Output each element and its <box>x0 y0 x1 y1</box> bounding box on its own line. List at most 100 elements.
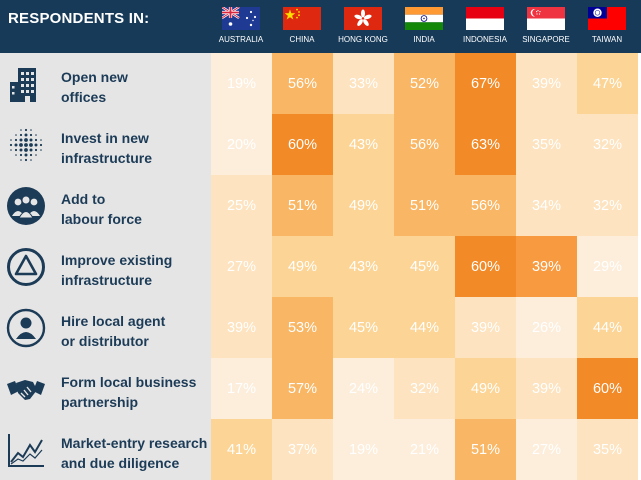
heatmap-cell: 49% <box>455 358 516 419</box>
heatmap-cell: 63% <box>455 114 516 175</box>
heatmap-cell: 39% <box>211 297 272 358</box>
taiwan-flag-icon <box>588 7 626 30</box>
row-label-line: or distributor <box>61 333 149 349</box>
country-label: INDIA <box>413 35 435 44</box>
row-label-line: infrastructure <box>61 150 153 166</box>
heatmap-cell: 19% <box>333 419 394 480</box>
heatmap-cell: 56% <box>455 175 516 236</box>
country-column-header: INDIA <box>394 0 454 53</box>
country-label: CHINA <box>289 35 315 44</box>
heatmap-cell: 32% <box>577 175 638 236</box>
heatmap-cell: 26% <box>516 297 577 358</box>
country-label: SINGAPORE <box>522 35 570 44</box>
heatmap-cell: 27% <box>516 419 577 480</box>
row-label-text: Hire local agent or distributor <box>61 311 209 351</box>
country-column-header: TAIWAN <box>577 0 637 53</box>
country-column-header: AUSTRALIA <box>211 0 271 53</box>
line-chart-icon <box>6 430 46 470</box>
heatmap-cell: 39% <box>455 297 516 358</box>
heatmap-cell: 67% <box>455 53 516 114</box>
heatmap-cell: 39% <box>516 358 577 419</box>
row-label-line: Improve existing <box>61 252 173 268</box>
hong-kong-flag-icon <box>344 7 382 30</box>
heatmap-cell: 33% <box>333 53 394 114</box>
row-label-line: Market-entry research <box>61 435 208 451</box>
row-label-text: Open new offices <box>61 67 209 107</box>
handshake-icon <box>6 369 46 409</box>
heatmap-cell: 47% <box>577 53 638 114</box>
row-label: Market-entry research and due diligence <box>0 419 211 479</box>
row-label-line: labour force <box>61 211 142 227</box>
heatmap-cell: 51% <box>272 175 333 236</box>
country-label: INDONESIA <box>462 35 507 44</box>
heatmap-cell: 52% <box>394 53 455 114</box>
heatmap-cell: 25% <box>211 175 272 236</box>
row-label-text: Add to labour force <box>61 189 209 229</box>
china-flag-icon <box>283 7 321 30</box>
heatmap-cell: 60% <box>455 236 516 297</box>
heatmap-cell: 35% <box>516 114 577 175</box>
heatmap-cell: 19% <box>211 53 272 114</box>
heatmap-cell: 17% <box>211 358 272 419</box>
row-label-line: and due diligence <box>61 455 180 471</box>
row-label-line: infrastructure <box>61 272 153 288</box>
heatmap-cell: 44% <box>577 297 638 358</box>
heatmap-cell: 39% <box>516 236 577 297</box>
heatmap-cell: 57% <box>272 358 333 419</box>
heatmap-cell: 43% <box>333 114 394 175</box>
row-label-text: Improve existing infrastructure <box>61 250 209 290</box>
row-label-line: Open new <box>61 69 128 85</box>
heatmap-cell: 51% <box>455 419 516 480</box>
person-icon <box>6 308 46 348</box>
row-label-line: partnership <box>61 394 139 410</box>
singapore-flag-icon <box>527 7 565 30</box>
office-building-icon <box>6 64 46 104</box>
india-flag-icon <box>405 7 443 30</box>
australia-flag-icon <box>221 5 260 30</box>
heatmap-cell: 32% <box>394 358 455 419</box>
heatmap-cell: 53% <box>272 297 333 358</box>
heatmap-cell: 37% <box>272 419 333 480</box>
heatmap-cell: 34% <box>516 175 577 236</box>
heatmap-cell: 49% <box>333 175 394 236</box>
heatmap-cell: 44% <box>394 297 455 358</box>
heatmap-cell: 29% <box>577 236 638 297</box>
indonesia-flag-icon <box>466 7 504 30</box>
heatmap-cell: 24% <box>333 358 394 419</box>
row-label-line: offices <box>61 89 107 105</box>
header-bar: RESPONDENTS IN: AUSTRALIA CHINA HONG KON… <box>0 0 641 53</box>
country-column-header: HONG KONG <box>333 0 393 53</box>
heatmap-cell: 49% <box>272 236 333 297</box>
country-column-header: CHINA <box>272 0 332 53</box>
heatmap-cell: 21% <box>394 419 455 480</box>
heatmap-cell: 60% <box>577 358 638 419</box>
row-label-line: Add to <box>61 191 106 207</box>
heatmap-cell: 51% <box>394 175 455 236</box>
people-group-icon <box>6 186 46 226</box>
row-label-text: Invest in new infrastructure <box>61 128 209 168</box>
heatmap-cell: 60% <box>272 114 333 175</box>
heatmap-cell: 56% <box>394 114 455 175</box>
country-label: AUSTRALIA <box>218 35 264 44</box>
row-label: Invest in new infrastructure <box>0 114 211 174</box>
row-label: Open new offices <box>0 53 211 113</box>
row-label-text: Market-entry research and due diligence <box>61 433 209 473</box>
country-column-header: INDONESIA <box>455 0 515 53</box>
dot-network-icon <box>6 125 46 165</box>
row-label-line: Invest in new <box>61 130 149 146</box>
row-label: Add to labour force <box>0 175 211 235</box>
heatmap-cell: 39% <box>516 53 577 114</box>
country-label: TAIWAN <box>591 35 623 44</box>
heatmap-cell: 20% <box>211 114 272 175</box>
row-label-line: Hire local agent <box>61 313 166 329</box>
chart-title: RESPONDENTS IN: <box>8 10 150 27</box>
row-label-panel: Open new offices Invest in new infrastructu… <box>0 53 211 480</box>
heatmap-cell: 56% <box>272 53 333 114</box>
row-label: Hire local agent or distributor <box>0 297 211 357</box>
heatmap-cell: 41% <box>211 419 272 480</box>
row-label: Improve existing infrastructure <box>0 236 211 296</box>
heatmap-cell: 32% <box>577 114 638 175</box>
country-column-header: SINGAPORE <box>516 0 576 53</box>
row-label-text: Form local business partnership <box>61 372 209 412</box>
